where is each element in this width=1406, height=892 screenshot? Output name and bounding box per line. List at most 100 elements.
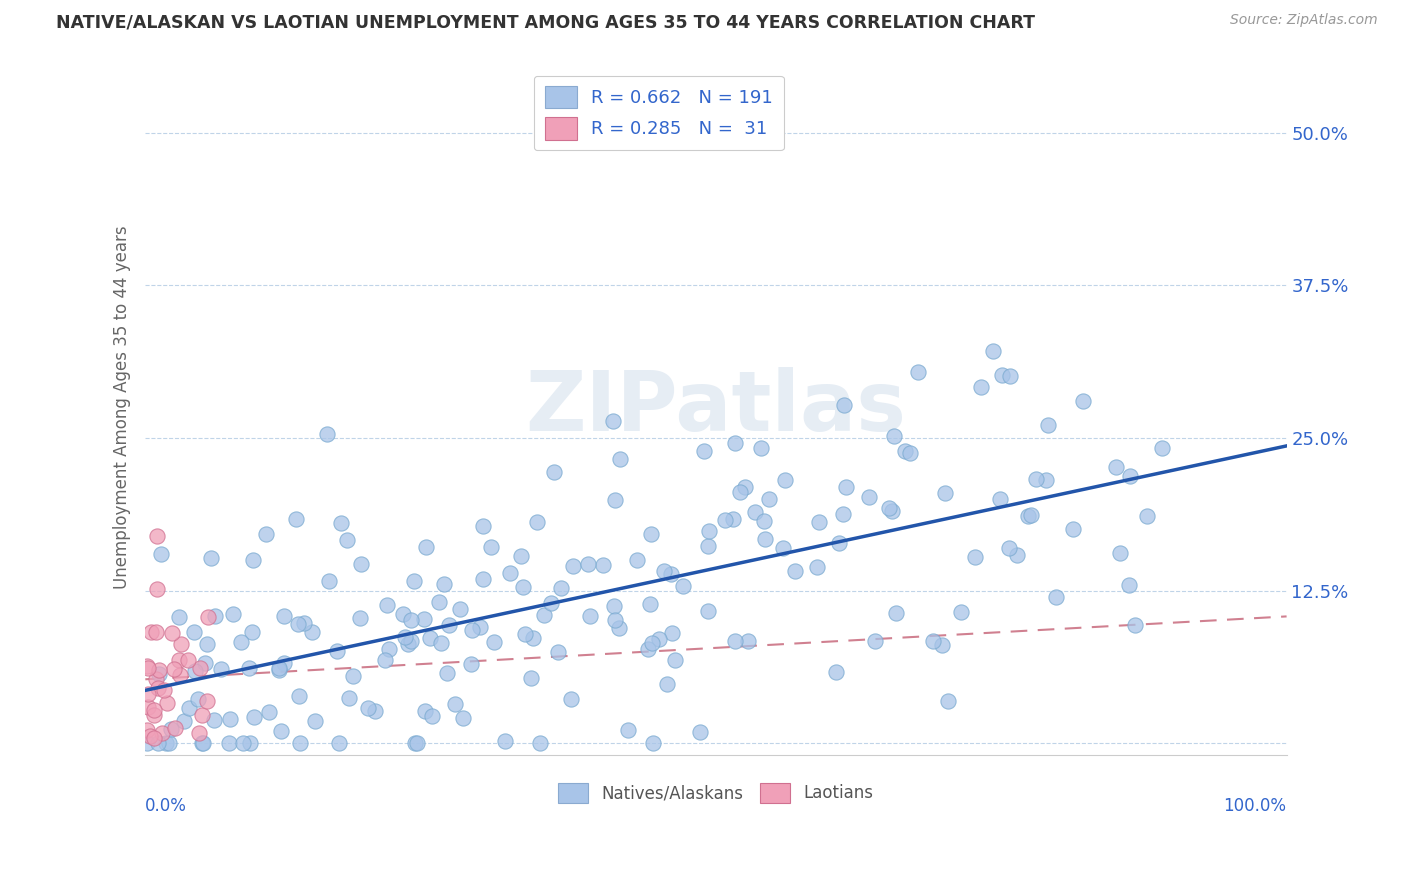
Point — [547, 645, 569, 659]
Point — [512, 580, 534, 594]
Point — [697, 539, 720, 553]
Point — [863, 633, 886, 648]
Point — [592, 558, 614, 573]
Point — [328, 736, 350, 750]
Point — [884, 607, 907, 621]
Point — [749, 441, 772, 455]
Point — [191, 736, 214, 750]
Point — [183, 625, 205, 640]
Point — [988, 491, 1011, 506]
Point — [970, 379, 993, 393]
Point — [522, 631, 544, 645]
Point — [835, 480, 858, 494]
Point — [242, 553, 264, 567]
Point — [173, 714, 195, 728]
Point — [1136, 509, 1159, 524]
Point — [647, 632, 669, 646]
Point — [143, 707, 166, 722]
Point — [605, 614, 627, 628]
Point — [468, 620, 491, 634]
Point — [157, 736, 180, 750]
Point — [617, 723, 640, 738]
Point — [433, 577, 456, 591]
Point — [827, 535, 849, 549]
Text: 0.0%: 0.0% — [145, 797, 187, 815]
Point — [191, 708, 214, 723]
Point — [145, 528, 167, 542]
Point — [202, 713, 225, 727]
Point — [754, 514, 776, 528]
Point — [329, 516, 352, 530]
Point — [149, 547, 172, 561]
Text: 100.0%: 100.0% — [1223, 797, 1286, 815]
Point — [1000, 368, 1022, 383]
Point — [350, 557, 373, 571]
Point — [1104, 459, 1126, 474]
Point — [603, 493, 626, 508]
Point — [399, 613, 422, 627]
Point — [482, 634, 505, 648]
Point — [638, 597, 661, 611]
Point — [772, 541, 794, 555]
Point — [1109, 546, 1132, 560]
Point — [204, 609, 226, 624]
Point — [728, 484, 751, 499]
Point — [169, 610, 191, 624]
Point — [146, 736, 169, 750]
Point — [714, 513, 737, 527]
Point — [652, 564, 675, 578]
Point — [526, 516, 548, 530]
Point — [146, 582, 169, 596]
Point — [697, 524, 720, 538]
Point — [229, 635, 252, 649]
Text: Source: ZipAtlas.com: Source: ZipAtlas.com — [1230, 13, 1378, 28]
Point — [579, 609, 602, 624]
Point — [513, 627, 536, 641]
Point — [391, 607, 413, 621]
Point — [288, 736, 311, 750]
Point — [165, 721, 187, 735]
Point — [641, 736, 664, 750]
Point — [259, 706, 281, 720]
Point — [550, 581, 572, 595]
Point — [626, 552, 648, 566]
Point — [139, 729, 162, 743]
Point — [825, 665, 848, 679]
Point — [139, 624, 162, 639]
Point — [1119, 469, 1142, 483]
Point — [336, 533, 359, 547]
Point — [721, 512, 744, 526]
Point — [877, 501, 900, 516]
Point — [724, 634, 747, 648]
Point — [1035, 473, 1057, 487]
Point — [242, 625, 264, 640]
Point — [148, 667, 170, 681]
Point — [148, 663, 170, 677]
Point — [737, 634, 759, 648]
Point — [177, 700, 200, 714]
Point — [287, 617, 309, 632]
Point — [218, 736, 240, 750]
Point — [603, 599, 626, 614]
Point — [156, 697, 179, 711]
Point — [145, 625, 167, 640]
Point — [135, 723, 157, 737]
Point — [326, 643, 349, 657]
Point — [1025, 472, 1047, 486]
Point — [758, 491, 780, 506]
Point — [806, 560, 828, 574]
Point — [267, 660, 290, 674]
Point — [342, 669, 364, 683]
Point — [543, 465, 565, 479]
Point — [209, 662, 232, 676]
Point — [659, 567, 682, 582]
Point — [560, 692, 582, 706]
Point — [693, 443, 716, 458]
Point — [724, 436, 747, 450]
Point — [832, 507, 855, 521]
Point — [318, 574, 340, 588]
Point — [404, 736, 426, 750]
Point — [907, 365, 929, 379]
Point — [315, 426, 337, 441]
Point — [195, 694, 218, 708]
